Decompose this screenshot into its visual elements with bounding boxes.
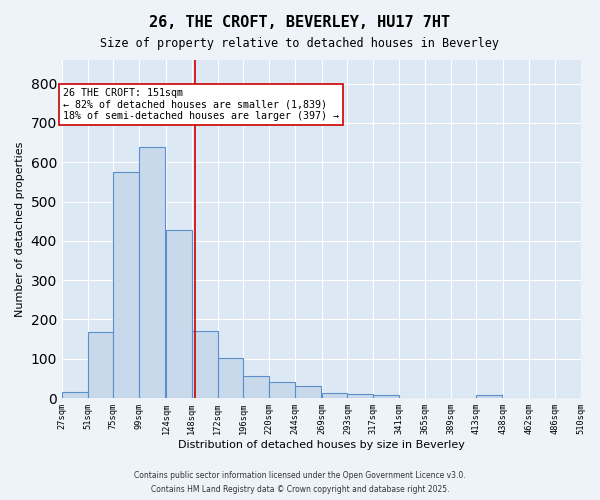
Bar xyxy=(139,148,165,398)
Text: Size of property relative to detached houses in Beverley: Size of property relative to detached ho… xyxy=(101,38,499,51)
Bar xyxy=(476,396,502,398)
Bar xyxy=(62,392,88,398)
Bar xyxy=(269,382,295,398)
Y-axis label: Number of detached properties: Number of detached properties xyxy=(15,142,25,316)
Bar xyxy=(243,376,269,398)
Bar xyxy=(347,394,373,398)
Bar xyxy=(113,172,139,398)
Bar xyxy=(166,230,192,398)
Text: Contains HM Land Registry data © Crown copyright and database right 2025.: Contains HM Land Registry data © Crown c… xyxy=(151,484,449,494)
Text: Contains public sector information licensed under the Open Government Licence v3: Contains public sector information licen… xyxy=(134,471,466,480)
Bar xyxy=(373,395,399,398)
Text: 26 THE CROFT: 151sqm
← 82% of detached houses are smaller (1,839)
18% of semi-de: 26 THE CROFT: 151sqm ← 82% of detached h… xyxy=(63,88,339,120)
Bar xyxy=(88,332,113,398)
Bar xyxy=(295,386,320,398)
Bar xyxy=(322,392,347,398)
Bar xyxy=(192,332,218,398)
X-axis label: Distribution of detached houses by size in Beverley: Distribution of detached houses by size … xyxy=(178,440,464,450)
Text: 26, THE CROFT, BEVERLEY, HU17 7HT: 26, THE CROFT, BEVERLEY, HU17 7HT xyxy=(149,15,451,30)
Bar xyxy=(218,358,243,398)
